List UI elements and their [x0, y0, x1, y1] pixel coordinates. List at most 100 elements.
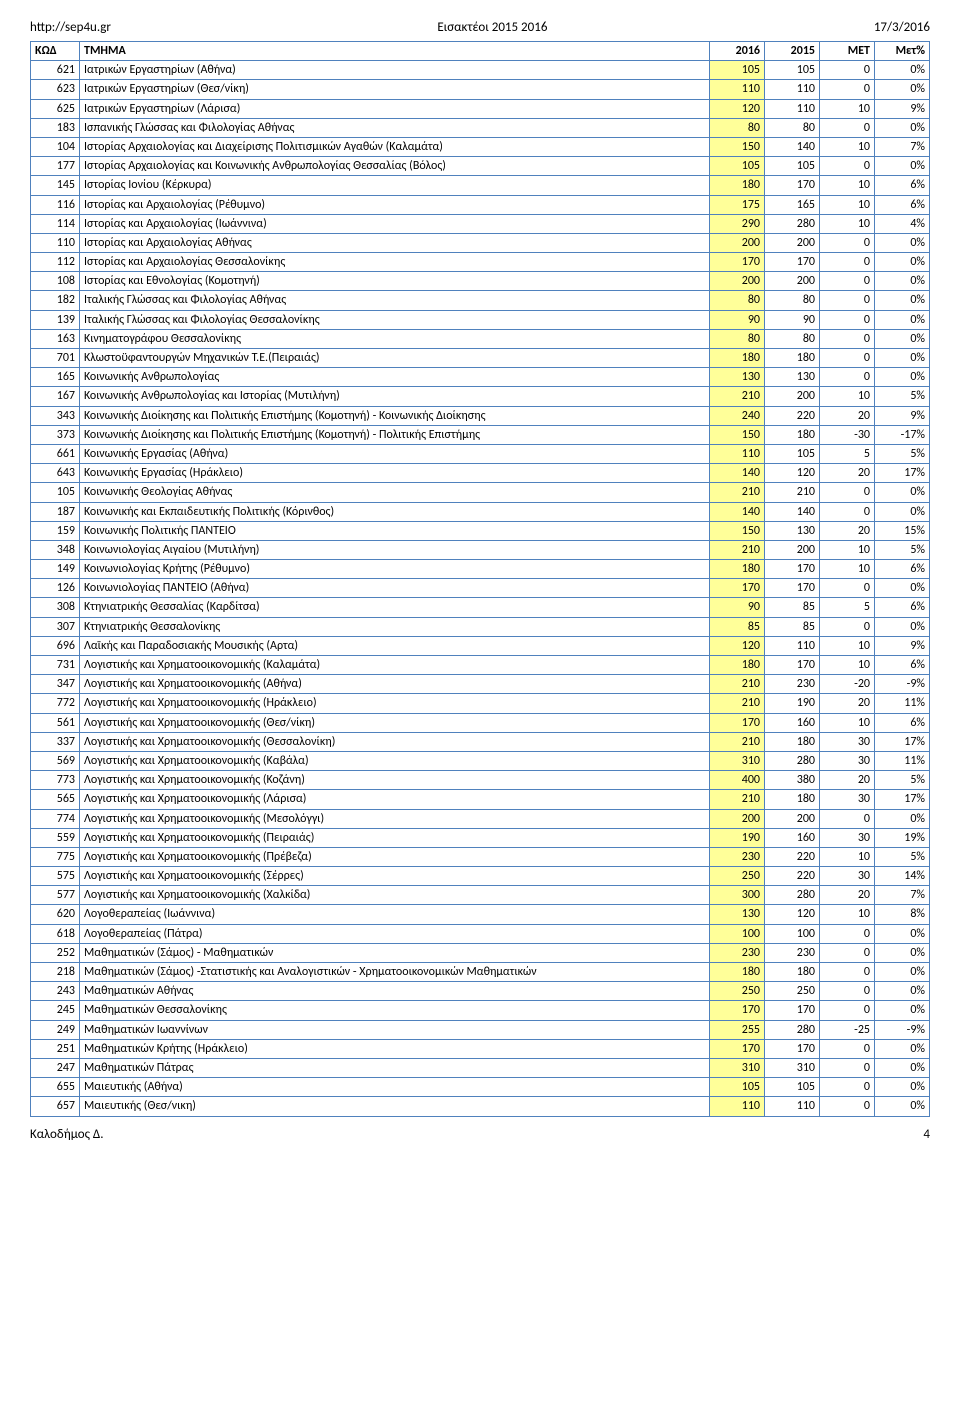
cell: 104	[31, 137, 80, 156]
table-row: 104Ιστορίας Αρχαιολογίας και Διαχείρισης…	[31, 137, 930, 156]
cell: 0	[820, 963, 875, 982]
cell: 200	[765, 387, 820, 406]
cell: 105	[765, 1078, 820, 1097]
cell: 120	[710, 99, 765, 118]
cell: Μαθηματικών Κρήτης (Ηράκλειο)	[80, 1039, 710, 1058]
cell: 220	[765, 867, 820, 886]
cell: 10	[820, 636, 875, 655]
table-row: 559Λογιστικής και Χρηματοοικονομικής (Πε…	[31, 828, 930, 847]
table-row: 773Λογιστικής και Χρηματοοικονομικής (Κο…	[31, 771, 930, 790]
cell: Κοινωνικής Θεολογίας Αθήνας	[80, 483, 710, 502]
cell: 159	[31, 521, 80, 540]
cell: 210	[710, 540, 765, 559]
cell: Λογιστικής και Χρηματοοικονομικής (Κοζάν…	[80, 771, 710, 790]
cell: 250	[710, 867, 765, 886]
cell: 140	[710, 502, 765, 521]
cell: 10	[820, 195, 875, 214]
cell: 0	[820, 80, 875, 99]
cell: 280	[765, 1020, 820, 1039]
cell: 8%	[875, 905, 930, 924]
cell: 0%	[875, 943, 930, 962]
cell: 0%	[875, 329, 930, 348]
cell: 0	[820, 1078, 875, 1097]
cell: 116	[31, 195, 80, 214]
cell: 105	[710, 61, 765, 80]
table-row: 731Λογιστικής και Χρηματοοικονομικής (Κα…	[31, 656, 930, 675]
cell: 10	[820, 137, 875, 156]
cell: 180	[765, 732, 820, 751]
cell: 10	[820, 847, 875, 866]
cell: 0	[820, 310, 875, 329]
cell: Ιστορίας και Αρχαιολογίας Αθήνας	[80, 233, 710, 252]
cell: 150	[710, 137, 765, 156]
cell: Λογιστικής και Χρηματοοικονομικής (Μεσολ…	[80, 809, 710, 828]
cell: 0	[820, 1058, 875, 1077]
cell: 170	[710, 1001, 765, 1020]
cell: Λογιστικής και Χρηματοοικονομικής (Πρέβε…	[80, 847, 710, 866]
table-row: 114Ιστορίας και Αρχαιολογίας (Ιωάννινα)2…	[31, 214, 930, 233]
cell: 0%	[875, 61, 930, 80]
cell: 110	[31, 233, 80, 252]
table-row: 165Κοινωνικής Ανθρωπολογίας13013000%	[31, 368, 930, 387]
cell: 170	[765, 253, 820, 272]
cell: 621	[31, 61, 80, 80]
cell: 100	[765, 924, 820, 943]
cell: 180	[710, 656, 765, 675]
cell: 0%	[875, 579, 930, 598]
cell: 105	[31, 483, 80, 502]
table-row: 116Ιστορίας και Αρχαιολογίας (Ρέθυμνο)17…	[31, 195, 930, 214]
cell: 170	[765, 656, 820, 675]
cell: 0	[820, 579, 875, 598]
cell: 80	[710, 329, 765, 348]
cell: 0%	[875, 233, 930, 252]
cell: 5%	[875, 847, 930, 866]
cell: 90	[710, 598, 765, 617]
cell: 210	[710, 387, 765, 406]
cell: 80	[710, 118, 765, 137]
cell: 247	[31, 1058, 80, 1077]
cell: 105	[765, 61, 820, 80]
ftr-right: 4	[923, 1127, 930, 1142]
cell: 20	[820, 694, 875, 713]
cell: 250	[710, 982, 765, 1001]
table-row: 347Λογιστικής και Χρηματοοικονομικής (Αθ…	[31, 675, 930, 694]
cell: 220	[765, 847, 820, 866]
table-row: 149Κοινωνιολογίας Κρήτης (Ρέθυμνο)180170…	[31, 560, 930, 579]
hdr-center: Εισακτέοι 2015 2016	[437, 20, 547, 35]
cell: 657	[31, 1097, 80, 1116]
table-row: 167Κοινωνικής Ανθρωπολογίας και Ιστορίας…	[31, 387, 930, 406]
cell: 19%	[875, 828, 930, 847]
cell: 561	[31, 713, 80, 732]
cell: 110	[765, 80, 820, 99]
table-row: 245Μαθηματικών Θεσσαλονίκης17017000%	[31, 1001, 930, 1020]
cell: 90	[710, 310, 765, 329]
cell: 0	[820, 368, 875, 387]
cell: 200	[765, 809, 820, 828]
cell: Κοινωνικής Εργασίας (Ηράκλειο)	[80, 464, 710, 483]
cell: 30	[820, 732, 875, 751]
col-dept: ΤΜΗΜΑ	[80, 42, 710, 61]
cell: Κινηματογράφου Θεσσαλονίκης	[80, 329, 710, 348]
cell: 30	[820, 828, 875, 847]
cell: 0%	[875, 80, 930, 99]
cell: 110	[765, 1097, 820, 1116]
table-row: 661Κοινωνικής Εργασίας (Αθήνα)11010555%	[31, 444, 930, 463]
cell: 110	[710, 444, 765, 463]
cell: 112	[31, 253, 80, 272]
cell: Κλωστοϋφαντουργών Μηχανικών Τ.Ε.(Πειραιά…	[80, 349, 710, 368]
cell: 130	[710, 368, 765, 387]
cell: 170	[765, 1001, 820, 1020]
cell: Λογιστικής και Χρηματοοικονομικής (Αθήνα…	[80, 675, 710, 694]
cell: 0	[820, 349, 875, 368]
table-row: 621Ιατρικών Εργαστηρίων (Αθήνα)10510500%	[31, 61, 930, 80]
table-row: 177Ιστορίας Αρχαιολογίας και Κοινωνικής …	[31, 157, 930, 176]
cell: 565	[31, 790, 80, 809]
cell: 0%	[875, 291, 930, 310]
cell: 0	[820, 1097, 875, 1116]
cell: 165	[765, 195, 820, 214]
cell: 210	[710, 675, 765, 694]
cell: 105	[765, 157, 820, 176]
cell: 6%	[875, 713, 930, 732]
cell: 180	[765, 425, 820, 444]
cell: 0%	[875, 963, 930, 982]
